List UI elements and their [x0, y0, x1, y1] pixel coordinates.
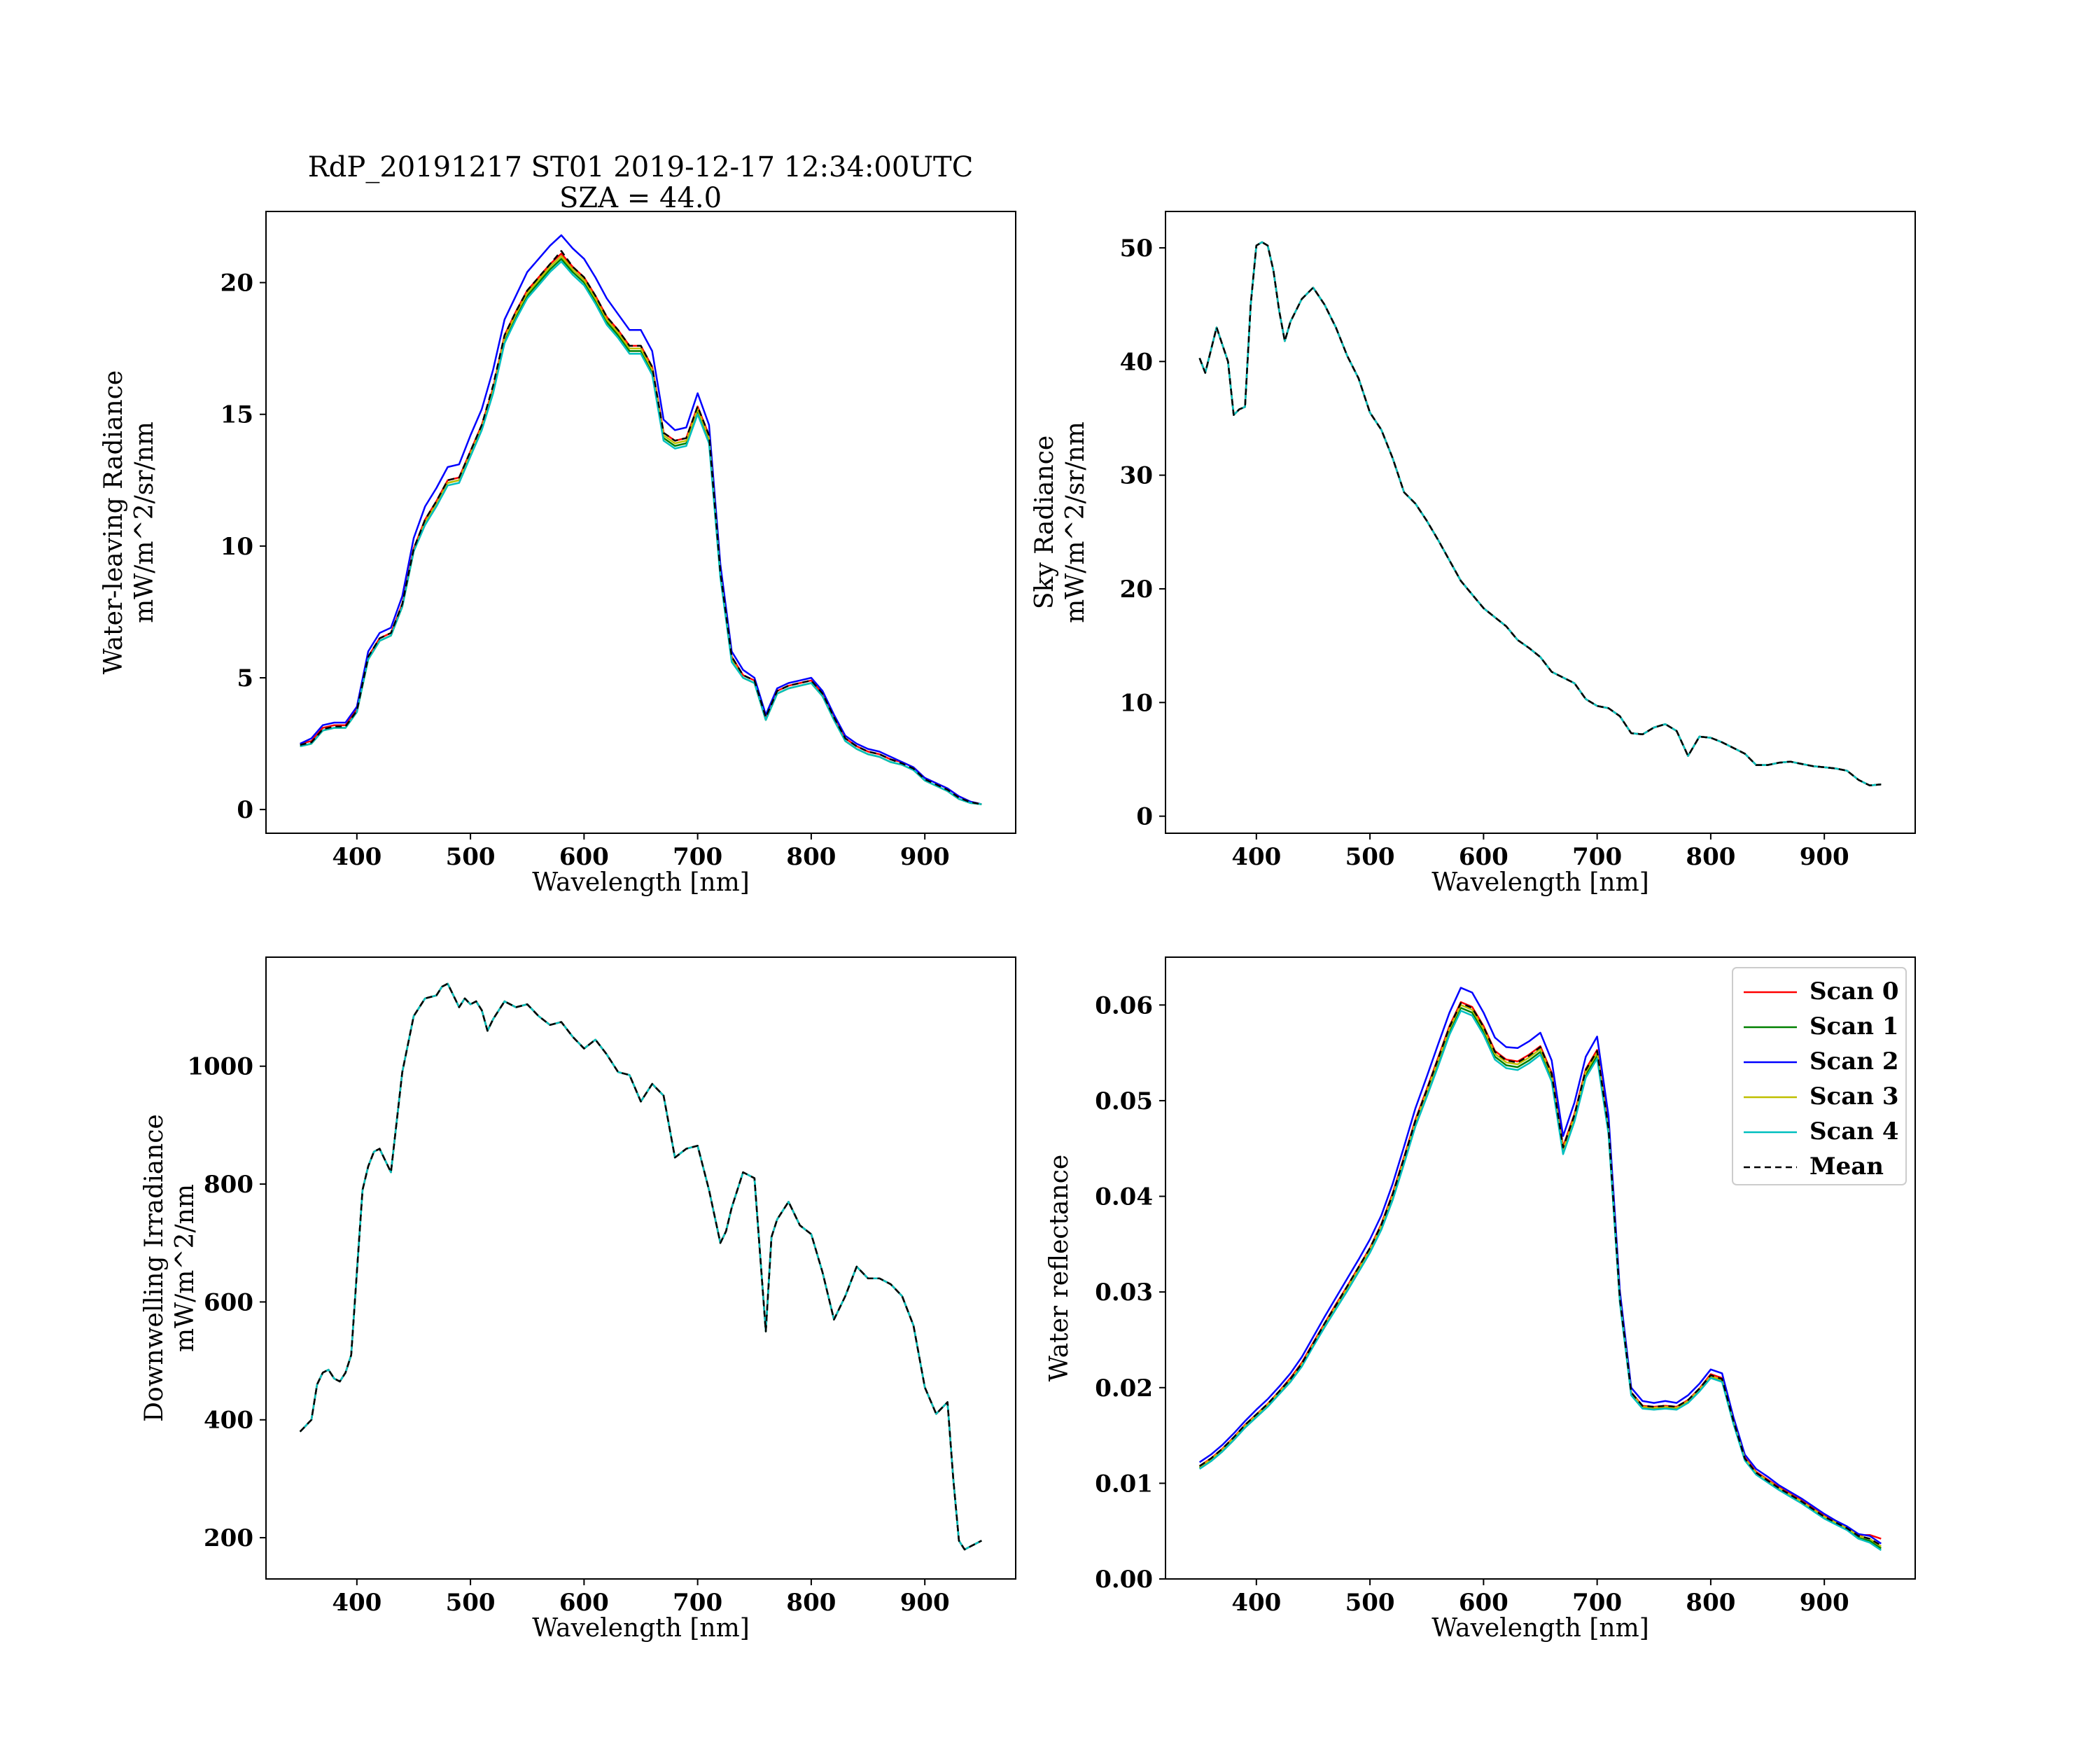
- x-axis-label: Wavelength [nm]: [532, 868, 750, 897]
- series-lines: [1198, 241, 1882, 787]
- x-tick-label: 900: [900, 843, 950, 871]
- x-tick-label: 400: [332, 1589, 382, 1617]
- x-tick-label: 800: [1686, 1589, 1735, 1617]
- y-tick-label: 1000: [187, 1053, 253, 1081]
- plot-area: [266, 957, 1016, 1579]
- legend-entry: Scan 3: [1809, 1083, 1899, 1111]
- series-line-mean: [299, 982, 982, 1551]
- y-axis-label: Water reflectance: [1045, 1155, 1074, 1381]
- y-tick-label: 0.00: [1095, 1566, 1153, 1594]
- y-tick-label: 0.03: [1095, 1279, 1153, 1307]
- series-line-mean: [300, 250, 982, 805]
- x-tick-label: 700: [1572, 843, 1622, 871]
- series-line-mean: [1198, 241, 1882, 787]
- x-axis-label: Wavelength [nm]: [1432, 868, 1649, 897]
- legend-box: [1732, 967, 1907, 1185]
- series-line-scan-2: [300, 234, 982, 805]
- x-tick-label: 400: [1231, 1589, 1281, 1617]
- x-tick-label: 600: [1459, 843, 1508, 871]
- y-tick-label: 30: [1120, 462, 1153, 490]
- y-tick-label: 0.04: [1095, 1183, 1153, 1211]
- y-tick-label: 20: [220, 270, 253, 298]
- plot-area: [266, 211, 1016, 833]
- y-tick-label: 10: [220, 533, 253, 561]
- y-axis-label-line-2: mW/m^2/sr/nm: [130, 422, 159, 623]
- y-tick-label: 0.05: [1095, 1087, 1153, 1115]
- y-tick-label: 0.06: [1095, 991, 1153, 1019]
- legend-entry: Mean: [1809, 1153, 1884, 1181]
- y-tick-label: 0: [1136, 803, 1153, 831]
- x-axis-label: Wavelength [nm]: [532, 1614, 750, 1643]
- y-tick-label: 0: [237, 796, 253, 824]
- x-tick-label: 600: [559, 1589, 609, 1617]
- x-tick-label: 700: [1572, 1589, 1622, 1617]
- y-axis-label-line-2: mW/m^2/sr/nm: [1061, 422, 1090, 623]
- y-tick-label: 50: [1120, 235, 1153, 263]
- x-tick-label: 500: [1345, 843, 1395, 871]
- legend-entry: Scan 1: [1809, 1012, 1899, 1040]
- legend-entry: Scan 2: [1809, 1047, 1899, 1076]
- x-tick-label: 800: [786, 1589, 836, 1617]
- chart-panel-1: 400 500 600 700 800 900 0 5 10 15 20 Wavelength [nm…: [99, 211, 1016, 897]
- x-tick-label: 400: [1231, 843, 1281, 871]
- y-axis-label-line-1: Water-leaving Radiance: [99, 370, 128, 674]
- y-tick-label: 800: [204, 1171, 253, 1199]
- series-lines: [300, 234, 982, 805]
- legend: Scan 0 Scan 1 Scan 2 Scan 3 Scan 4 Mean: [1732, 967, 1907, 1185]
- x-tick-label: 900: [1800, 843, 1849, 871]
- x-tick-label: 600: [559, 843, 609, 871]
- x-tick-label: 500: [446, 843, 496, 871]
- chart-panel-2: 400 500 600 700 800 900 0 10 20 30 40 50 Wavelength …: [1030, 211, 1916, 897]
- x-tick-label: 700: [673, 843, 722, 871]
- x-tick-label: 900: [900, 1589, 950, 1617]
- y-axis-label-line-2: mW/m^2/nm: [171, 1184, 200, 1352]
- y-tick-label: 0.02: [1095, 1374, 1153, 1402]
- plot-frame: [265, 211, 1016, 834]
- y-axis-label-line-1: Sky Radiance: [1030, 436, 1059, 609]
- y-tick-label: 40: [1120, 348, 1153, 376]
- y-tick-label: 200: [204, 1524, 253, 1552]
- figure-title-line-2: SZA = 44.0: [559, 182, 722, 214]
- y-tick-label: 5: [237, 664, 253, 692]
- legend-entry: Scan 0: [1809, 977, 1899, 1005]
- series-lines: [299, 982, 982, 1551]
- y-tick-label: 400: [204, 1407, 253, 1435]
- series-line-scan-4: [1199, 1010, 1882, 1552]
- plot-frame: [265, 956, 1016, 1580]
- figure-title-line-1: RdP_20191217 ST01 2019-12-17 12:34:00UTC: [308, 151, 974, 183]
- chart-panel-3: 400 500 600 700 800 900 200 400 600 800 1000 Wavele…: [140, 956, 1016, 1643]
- chart-panel-4: 400 500 600 700 800 900 0.00 0.01 0.02 0.03 0.04 0.…: [1045, 956, 1916, 1643]
- x-tick-label: 400: [332, 843, 382, 871]
- x-tick-label: 800: [786, 843, 836, 871]
- x-tick-label: 800: [1686, 843, 1735, 871]
- plot-frame: [1165, 211, 1916, 834]
- y-tick-label: 600: [204, 1288, 253, 1316]
- x-tick-label: 500: [1345, 1589, 1395, 1617]
- y-tick-label: 20: [1120, 576, 1153, 604]
- x-tick-label: 700: [673, 1589, 722, 1617]
- series-line-mean: [1199, 1002, 1882, 1547]
- y-tick-label: 15: [220, 401, 253, 429]
- series-line-scan-2: [1199, 987, 1882, 1545]
- plot-frame: [1165, 956, 1916, 1580]
- plot-area: [1166, 211, 1915, 833]
- x-axis-label: Wavelength [nm]: [1432, 1614, 1649, 1643]
- legend-entry: Scan 4: [1809, 1118, 1899, 1146]
- y-tick-label: 0.01: [1095, 1470, 1153, 1498]
- y-axis-label-line-1: Downwelling Irradiance: [140, 1114, 169, 1422]
- series-lines: [1198, 987, 1882, 1552]
- x-tick-label: 600: [1459, 1589, 1508, 1617]
- x-tick-label: 500: [446, 1589, 496, 1617]
- y-tick-label: 10: [1120, 689, 1153, 717]
- x-tick-label: 900: [1800, 1589, 1849, 1617]
